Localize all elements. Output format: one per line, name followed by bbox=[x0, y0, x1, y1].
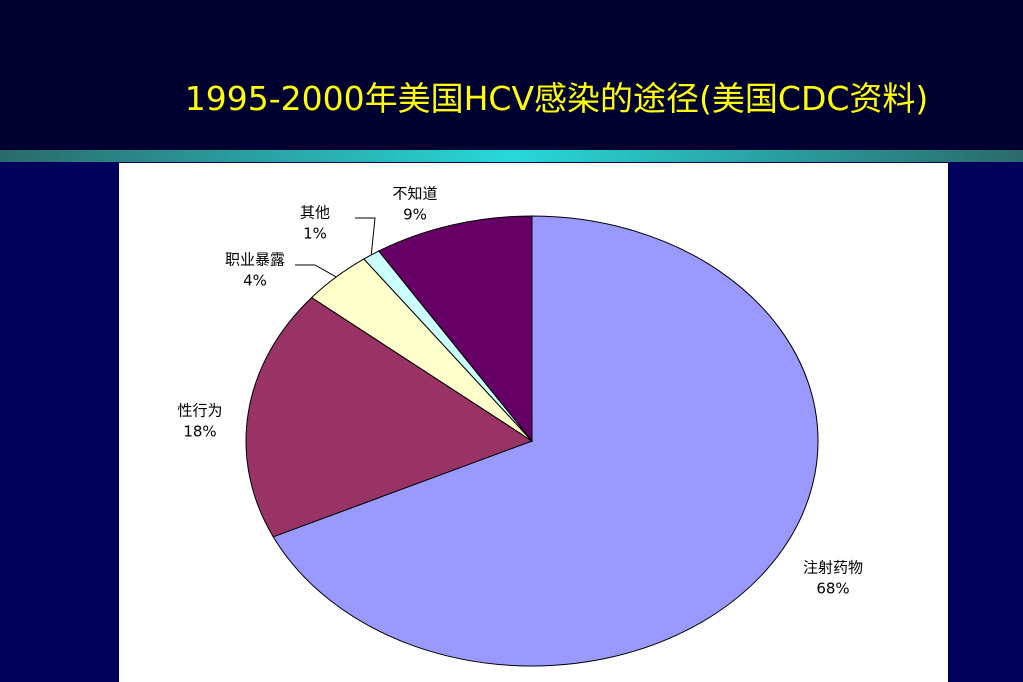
pie-slice bbox=[272, 215, 819, 667]
slide-title: 1995-2000年美国HCV感染的途径(美国CDC资料) bbox=[184, 79, 929, 118]
title-area bbox=[0, 0, 1023, 150]
value-label: 4% bbox=[243, 272, 267, 290]
leader-line bbox=[355, 217, 376, 255]
value-label: 9% bbox=[403, 206, 427, 224]
category-label: 其他 bbox=[300, 204, 330, 222]
leader-line bbox=[295, 264, 337, 278]
pie-slice bbox=[377, 215, 533, 443]
divider-band bbox=[0, 150, 1023, 162]
category-label: 职业暴露 bbox=[225, 251, 285, 269]
value-label: 18% bbox=[183, 423, 216, 441]
category-label: 性行为 bbox=[177, 402, 222, 420]
pie-slice bbox=[245, 296, 534, 538]
chart: 注射药物 68% 性行为 18% 职业暴露 4% 其他 1% 不知道 9% bbox=[119, 163, 948, 682]
category-label: 不知道 bbox=[392, 185, 437, 203]
value-label: 68% bbox=[816, 580, 849, 598]
category-label: 注射药物 bbox=[803, 559, 863, 577]
value-label: 1% bbox=[303, 225, 327, 243]
